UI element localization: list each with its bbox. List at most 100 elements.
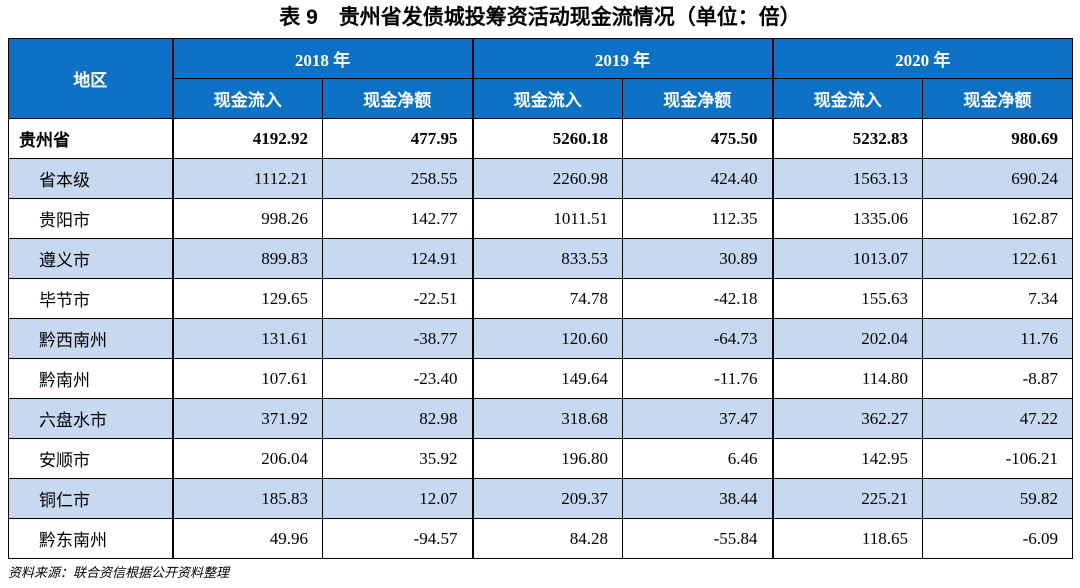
- value-cell: 12.07: [322, 478, 474, 519]
- column-header-net-2020: 现金净额: [922, 78, 1073, 119]
- table-row: 贵州省 4192.92 477.95 5260.18 475.50 5232.8…: [8, 118, 1073, 159]
- value-cell: 7.34: [922, 278, 1073, 319]
- value-cell: 1563.13: [772, 158, 923, 199]
- value-cell: 185.83: [172, 478, 323, 519]
- region-cell: 毕节市: [8, 278, 174, 319]
- value-cell: 129.65: [172, 278, 323, 319]
- value-cell: 155.63: [772, 278, 923, 319]
- column-header-year-2020: 2020 年: [772, 38, 1073, 79]
- table-header: 地区 2018 年 2019 年 2020 年 现金流入 现金净额 现金流入 现…: [8, 38, 1073, 119]
- column-header-year-2018: 2018 年: [172, 38, 474, 79]
- value-cell: 371.92: [172, 398, 323, 439]
- column-header-inflow-2019: 现金流入: [472, 78, 623, 119]
- value-cell: -94.57: [322, 518, 474, 559]
- value-cell: 5260.18: [472, 118, 623, 159]
- value-cell: 477.95: [322, 118, 474, 159]
- table-row: 铜仁市 185.83 12.07 209.37 38.44 225.21 59.…: [8, 478, 1073, 519]
- value-cell: 362.27: [772, 398, 923, 439]
- value-cell: 209.37: [472, 478, 623, 519]
- value-cell: -22.51: [322, 278, 474, 319]
- value-cell: 1112.21: [172, 158, 323, 199]
- value-cell: -106.21: [922, 438, 1073, 479]
- value-cell: 118.65: [772, 518, 923, 559]
- value-cell: -11.76: [622, 358, 774, 399]
- value-cell: -55.84: [622, 518, 774, 559]
- value-cell: 1011.51: [472, 198, 623, 239]
- column-header-net-2018: 现金净额: [322, 78, 474, 119]
- region-cell: 遵义市: [8, 238, 174, 279]
- value-cell: 59.82: [922, 478, 1073, 519]
- value-cell: 318.68: [472, 398, 623, 439]
- value-cell: 980.69: [922, 118, 1073, 159]
- value-cell: 37.47: [622, 398, 774, 439]
- value-cell: 196.80: [472, 438, 623, 479]
- table-row: 贵阳市 998.26 142.77 1011.51 112.35 1335.06…: [8, 198, 1073, 239]
- region-cell: 黔南州: [8, 358, 174, 399]
- column-header-region: 地区: [8, 38, 174, 119]
- value-cell: -64.73: [622, 318, 774, 359]
- table-row: 遵义市 899.83 124.91 833.53 30.89 1013.07 1…: [8, 238, 1073, 279]
- value-cell: 74.78: [472, 278, 623, 319]
- region-cell: 贵州省: [8, 118, 174, 159]
- value-cell: 2260.98: [472, 158, 623, 199]
- value-cell: 112.35: [622, 198, 774, 239]
- value-cell: 47.22: [922, 398, 1073, 439]
- cashflow-table: 地区 2018 年 2019 年 2020 年 现金流入 现金净额 现金流入 现…: [8, 38, 1073, 559]
- table-row: 黔西南州 131.61 -38.77 120.60 -64.73 202.04 …: [8, 318, 1073, 359]
- table-row: 黔南州 107.61 -23.40 149.64 -11.76 114.80 -…: [8, 358, 1073, 399]
- header-row-years: 地区 2018 年 2019 年 2020 年: [8, 38, 1073, 119]
- value-cell: -23.40: [322, 358, 474, 399]
- value-cell: 690.24: [922, 158, 1073, 199]
- table-row: 省本级 1112.21 258.55 2260.98 424.40 1563.1…: [8, 158, 1073, 199]
- value-cell: 131.61: [172, 318, 323, 359]
- value-cell: 4192.92: [172, 118, 323, 159]
- region-cell: 安顺市: [8, 438, 174, 479]
- value-cell: 11.76: [922, 318, 1073, 359]
- table-body: 贵州省 4192.92 477.95 5260.18 475.50 5232.8…: [8, 118, 1073, 559]
- value-cell: 424.40: [622, 158, 774, 199]
- value-cell: 124.91: [322, 238, 474, 279]
- value-cell: 6.46: [622, 438, 774, 479]
- table-title: 表 9 贵州省发债城投筹资活动现金流情况（单位：倍）: [279, 6, 801, 29]
- table-row: 安顺市 206.04 35.92 196.80 6.46 142.95 -106…: [8, 438, 1073, 479]
- value-cell: 38.44: [622, 478, 774, 519]
- value-cell: 84.28: [472, 518, 623, 559]
- value-cell: 114.80: [772, 358, 923, 399]
- region-cell: 黔东南州: [8, 518, 174, 559]
- region-cell: 省本级: [8, 158, 174, 199]
- column-header-inflow-2018: 现金流入: [172, 78, 323, 119]
- source-note: 资料来源：联合资信根据公开资料整理: [8, 565, 230, 580]
- region-cell: 六盘水市: [8, 398, 174, 439]
- value-cell: 998.26: [172, 198, 323, 239]
- value-cell: -6.09: [922, 518, 1073, 559]
- table-row: 毕节市 129.65 -22.51 74.78 -42.18 155.63 7.…: [8, 278, 1073, 319]
- table-row: 六盘水市 371.92 82.98 318.68 37.47 362.27 47…: [8, 398, 1073, 439]
- value-cell: 149.64: [472, 358, 623, 399]
- value-cell: 35.92: [322, 438, 474, 479]
- column-header-inflow-2020: 现金流入: [772, 78, 923, 119]
- value-cell: 142.95: [772, 438, 923, 479]
- value-cell: 162.87: [922, 198, 1073, 239]
- value-cell: 120.60: [472, 318, 623, 359]
- value-cell: 202.04: [772, 318, 923, 359]
- region-cell: 铜仁市: [8, 478, 174, 519]
- column-header-net-2019: 现金净额: [622, 78, 774, 119]
- value-cell: -8.87: [922, 358, 1073, 399]
- value-cell: 30.89: [622, 238, 774, 279]
- value-cell: 1335.06: [772, 198, 923, 239]
- region-cell: 贵阳市: [8, 198, 174, 239]
- value-cell: 475.50: [622, 118, 774, 159]
- value-cell: 833.53: [472, 238, 623, 279]
- value-cell: 82.98: [322, 398, 474, 439]
- value-cell: 206.04: [172, 438, 323, 479]
- region-cell: 黔西南州: [8, 318, 174, 359]
- value-cell: 258.55: [322, 158, 474, 199]
- value-cell: 5232.83: [772, 118, 923, 159]
- table-row: 黔东南州 49.96 -94.57 84.28 -55.84 118.65 -6…: [8, 518, 1073, 559]
- value-cell: 142.77: [322, 198, 474, 239]
- value-cell: 899.83: [172, 238, 323, 279]
- value-cell: 225.21: [772, 478, 923, 519]
- value-cell: 122.61: [922, 238, 1073, 279]
- value-cell: 1013.07: [772, 238, 923, 279]
- document-page: 表 9 贵州省发债城投筹资活动现金流情况（单位：倍） 地区 2018 年 201…: [0, 5, 1080, 581]
